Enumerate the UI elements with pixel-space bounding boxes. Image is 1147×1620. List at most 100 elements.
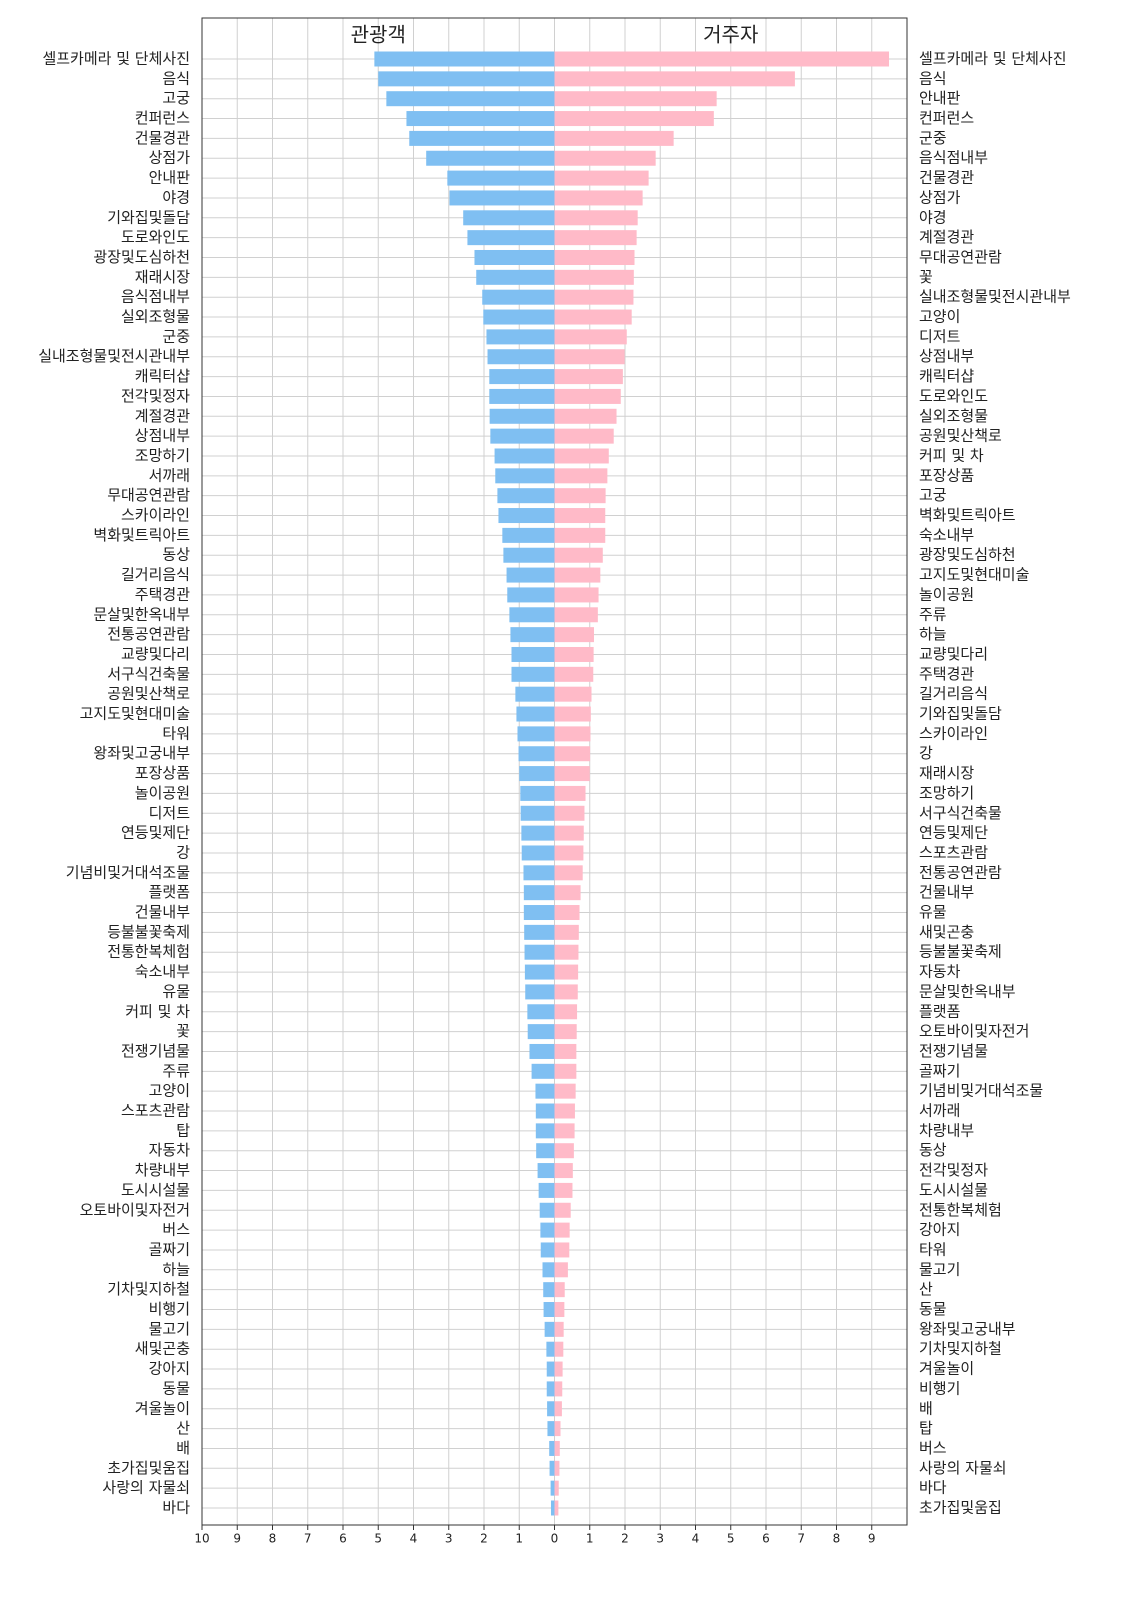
bar: [531, 1063, 555, 1079]
category-label: 상점내부: [135, 427, 190, 445]
bar: [554, 547, 603, 563]
bar: [538, 1182, 555, 1198]
bar: [554, 1262, 568, 1278]
bar: [554, 1302, 565, 1318]
category-label: 실내조형물및전시관내부: [38, 347, 190, 365]
category-label: 군중: [162, 327, 190, 345]
category-label: 바다: [162, 1499, 190, 1517]
category-label: 캐릭터샵: [135, 367, 190, 385]
bar: [543, 1282, 555, 1298]
bar: [523, 905, 555, 921]
category-label: 전통한복체험: [107, 943, 190, 961]
bar: [554, 1282, 565, 1298]
category-label: 기차및지하철: [107, 1280, 190, 1298]
category-label: 놀이공원: [135, 784, 190, 802]
category-label: 오토바이및자전거: [80, 1201, 190, 1219]
bar: [549, 1440, 555, 1456]
category-label: 야경: [919, 208, 947, 226]
bar: [521, 825, 555, 841]
bar: [554, 269, 634, 285]
bar: [554, 210, 638, 226]
bar: [554, 150, 656, 166]
bar: [554, 309, 632, 325]
series-title: 거주자: [703, 23, 758, 47]
category-label: 벽화및트릭아트: [93, 526, 190, 544]
category-label: 하늘: [162, 1260, 190, 1278]
category-label: 고지도및현대미술: [919, 566, 1029, 584]
x-tick-label: 0: [551, 1532, 559, 1546]
bar: [483, 309, 555, 325]
bar: [554, 646, 594, 662]
bar: [511, 666, 555, 682]
bar: [554, 1222, 570, 1238]
category-label: 유물: [162, 982, 190, 1000]
category-label: 자동차: [919, 963, 961, 981]
category-label: 산: [176, 1419, 190, 1437]
x-tick-label: 8: [269, 1532, 277, 1546]
bar: [554, 388, 621, 404]
category-label: 광장및도심하천: [919, 546, 1016, 564]
bar: [554, 1143, 574, 1159]
category-label: 꽃: [176, 1022, 190, 1040]
category-label: 고궁: [162, 89, 190, 107]
category-label: 강: [176, 843, 190, 861]
category-label: 겨울놀이: [135, 1399, 190, 1417]
bar: [518, 746, 555, 762]
category-label: 안내판: [919, 89, 961, 107]
bar: [554, 1024, 577, 1040]
category-label: 골짜기: [919, 1062, 960, 1080]
category-label: 새및곤충: [919, 923, 974, 941]
bar: [554, 1182, 573, 1198]
category-label: 야경: [162, 188, 190, 206]
bar: [554, 964, 579, 980]
bar: [510, 627, 555, 643]
category-label: 실외조형물: [919, 407, 988, 425]
bar: [554, 766, 590, 782]
category-label: 동상: [919, 1141, 947, 1159]
bar: [554, 289, 634, 305]
bar: [521, 845, 555, 861]
category-label: 캐릭터샵: [919, 367, 974, 385]
category-label: 계절경관: [135, 407, 190, 425]
category-label: 고지도및현대미술: [80, 705, 190, 723]
bar: [554, 428, 614, 444]
bar: [409, 130, 555, 146]
category-label: 물고기: [919, 1260, 960, 1278]
x-tick-label: 6: [339, 1532, 347, 1546]
bar: [482, 289, 555, 305]
category-label: 전각및정자: [121, 387, 190, 405]
category-label: 숙소내부: [135, 963, 190, 981]
category-label: 사랑의 자물쇠: [102, 1479, 190, 1497]
bar: [487, 349, 555, 365]
bar: [543, 1302, 555, 1318]
bar: [554, 825, 584, 841]
bar: [554, 706, 591, 722]
category-label: 강아지: [149, 1360, 190, 1378]
bar: [378, 71, 555, 87]
category-label: 디저트: [149, 804, 191, 822]
category-label: 커피 및 차: [125, 1002, 190, 1020]
bar: [554, 1063, 577, 1079]
bar: [554, 369, 623, 385]
bar: [503, 547, 555, 563]
bar: [536, 1143, 555, 1159]
bar: [554, 1083, 576, 1099]
category-label: 기념비및거대석조물: [66, 863, 190, 881]
category-label: 기와집및돌담: [919, 705, 1002, 723]
category-label: 강아지: [919, 1221, 960, 1239]
bar: [524, 964, 555, 980]
bar: [554, 1202, 571, 1218]
category-label: 비행기: [919, 1379, 960, 1397]
category-label: 재래시장: [919, 764, 974, 782]
bar: [515, 686, 555, 702]
bar: [554, 408, 617, 424]
category-label: 디저트: [919, 327, 961, 345]
bar: [554, 627, 594, 643]
category-label: 조망하기: [919, 784, 974, 802]
bar: [554, 468, 608, 484]
bar: [489, 369, 555, 385]
bar: [554, 1123, 575, 1139]
bar: [554, 527, 606, 543]
category-label: 교량및다리: [919, 645, 988, 663]
bar: [535, 1123, 555, 1139]
